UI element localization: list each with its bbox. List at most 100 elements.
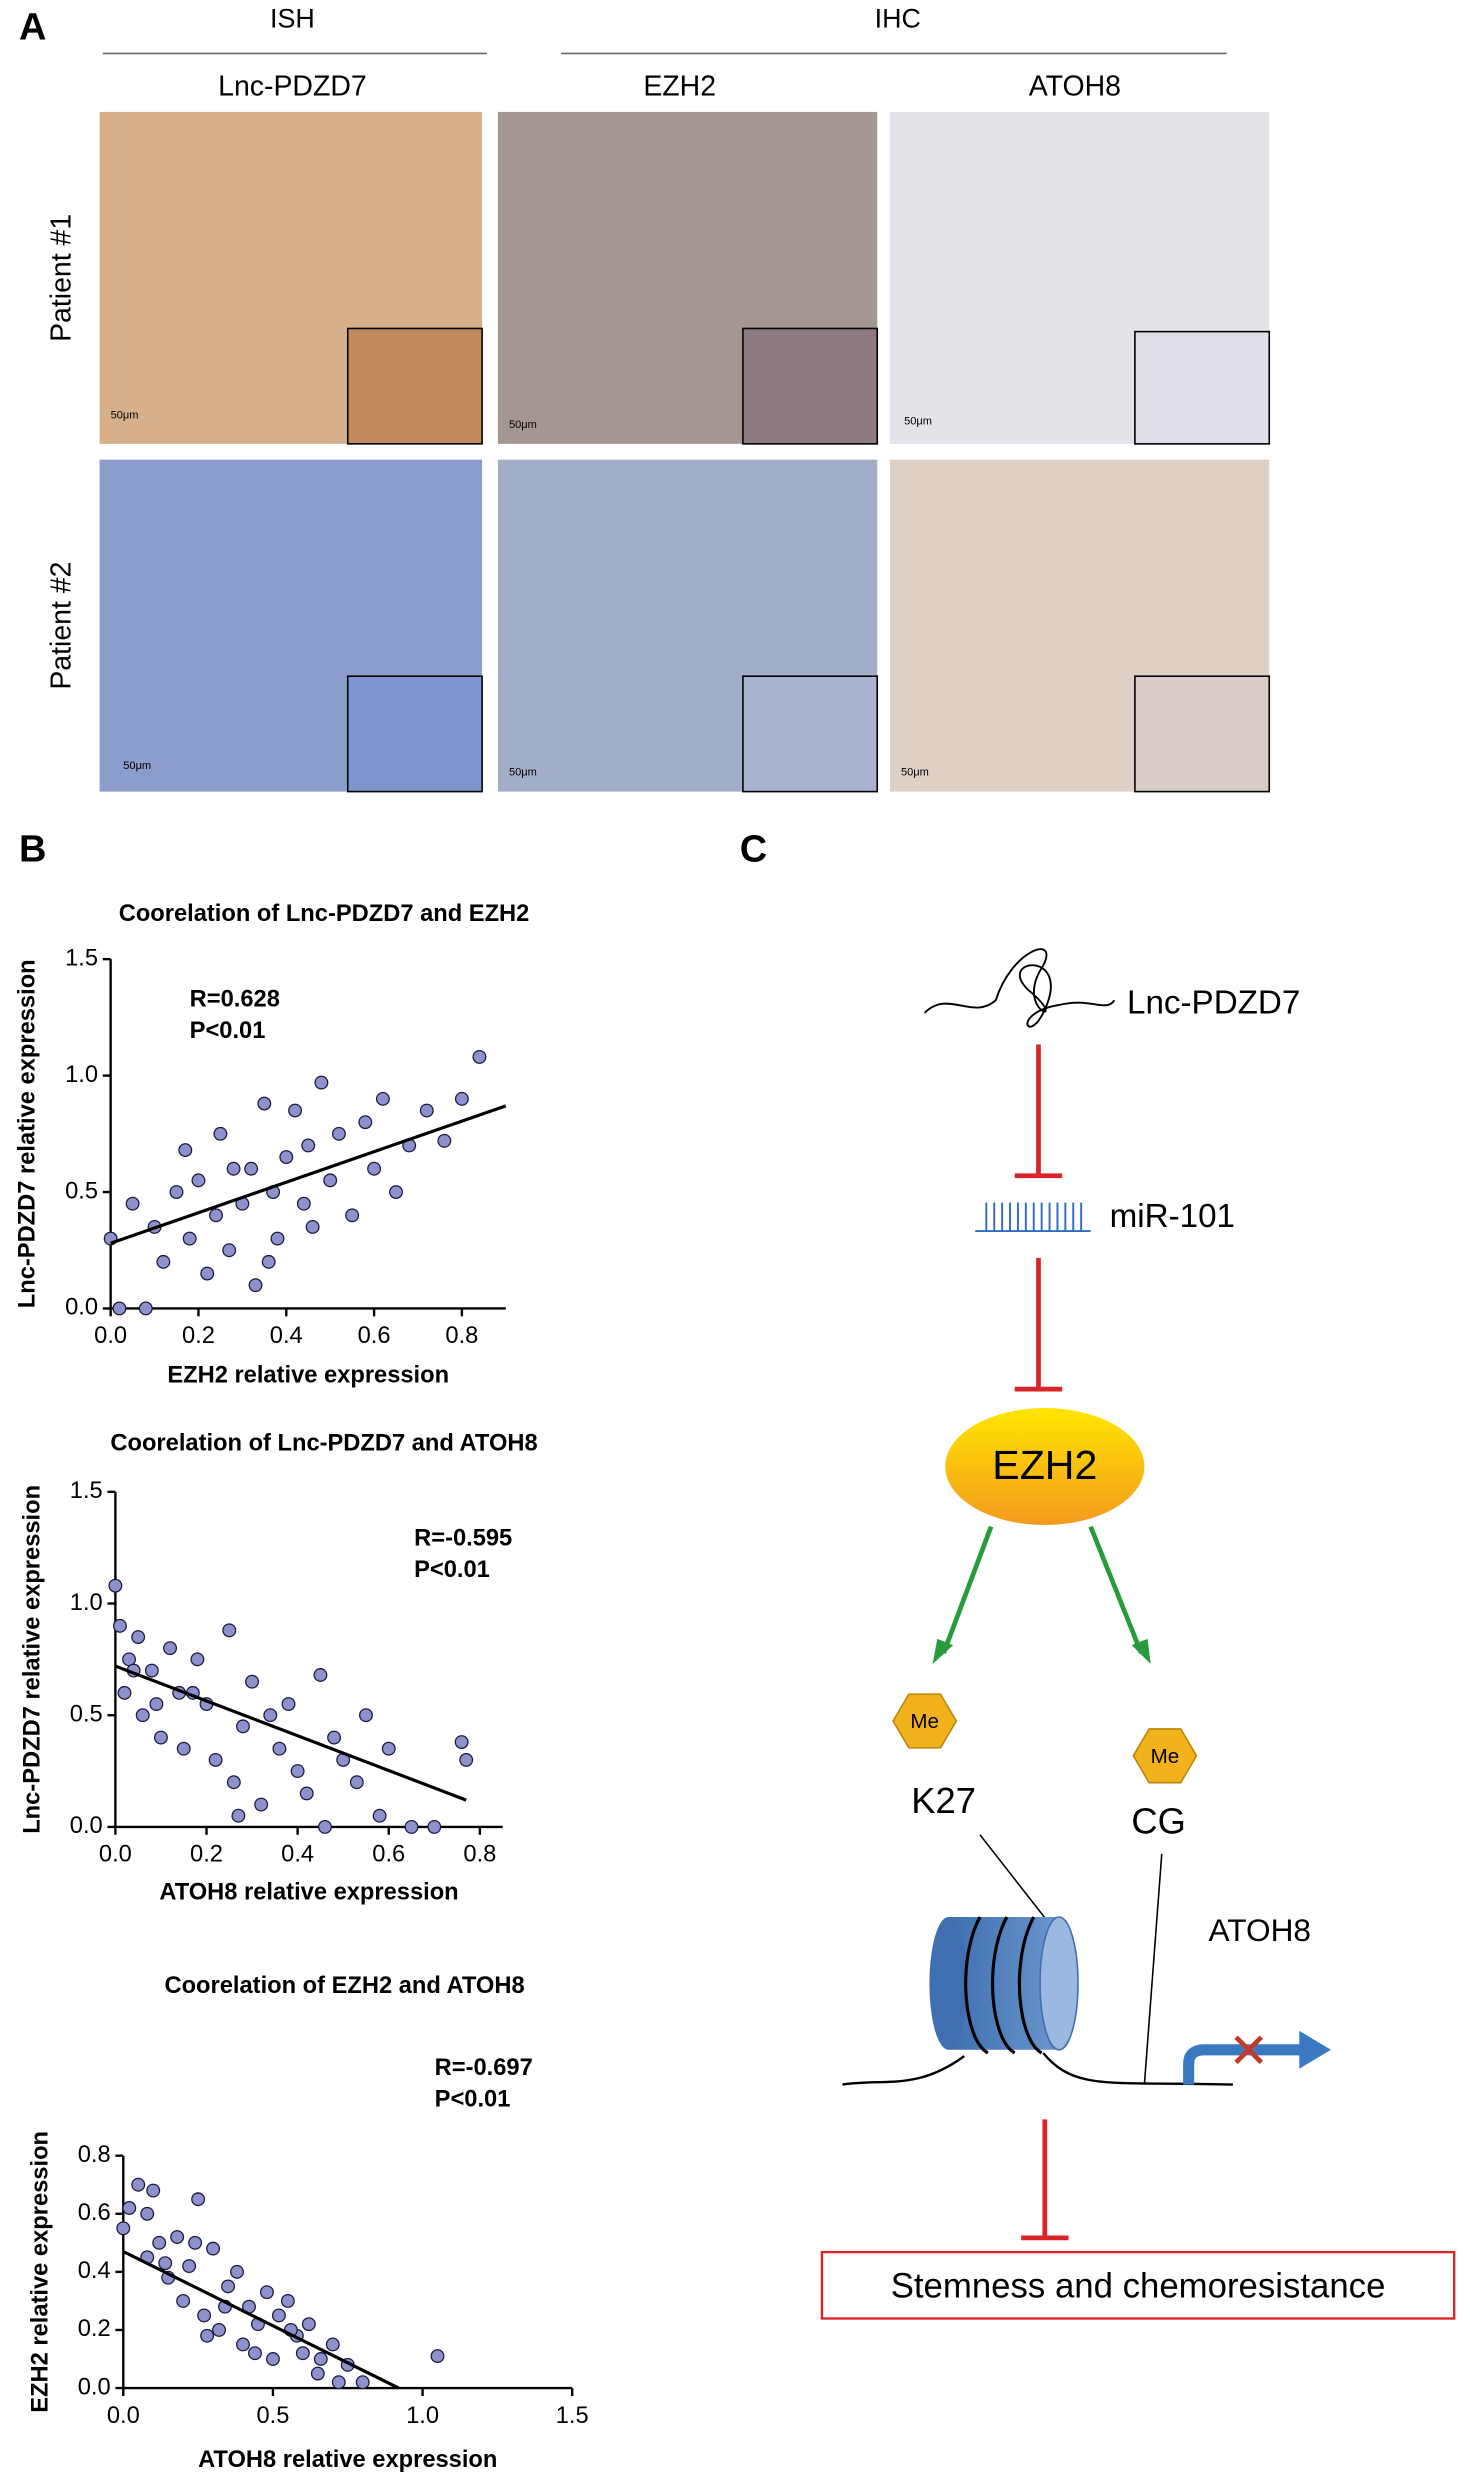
x-axis-label: ATOH8 relative expression: [198, 2447, 497, 2473]
y-tick-label: 1.5: [70, 1478, 103, 1504]
trend-line: [122, 2250, 400, 2390]
data-point: [355, 2375, 370, 2390]
inset: [742, 327, 879, 445]
data-point: [454, 1735, 469, 1749]
data-point: [222, 1623, 237, 1638]
data-point: [131, 2177, 146, 2192]
lncrna-strand: [924, 948, 1116, 1028]
data-point: [288, 1103, 303, 1118]
y-tick-label: 0.5: [70, 1701, 103, 1727]
data-point: [332, 1126, 346, 1141]
annotation: P<0.01: [435, 2087, 511, 2113]
methyl-hexagon: [892, 1693, 958, 1749]
data-point: [226, 1161, 241, 1176]
data-point: [359, 1708, 373, 1723]
panel-label: C: [740, 829, 767, 871]
data-point: [331, 2375, 346, 2390]
scale-bar: 50μm: [901, 767, 929, 779]
outcome-box: [820, 2250, 1456, 2320]
inset: [346, 675, 483, 793]
x-tick-label: 1.5: [556, 2403, 589, 2429]
inset: [346, 327, 483, 445]
scale-bar: 50μm: [904, 416, 932, 428]
data-point: [254, 1797, 269, 1812]
data-point: [419, 1103, 434, 1118]
data-point: [131, 1630, 146, 1644]
trend-line: [110, 1104, 507, 1245]
data-point: [459, 1752, 474, 1767]
data-point: [430, 2349, 445, 2364]
mirna-comb: [975, 1202, 1091, 1232]
x-tick-label: 1.0: [406, 2403, 439, 2429]
data-point: [206, 2241, 221, 2256]
data-point: [163, 1641, 178, 1656]
data-point: [108, 1578, 123, 1593]
tether-line: [979, 1834, 1049, 1923]
data-point: [349, 1775, 364, 1790]
arrowhead: [1131, 1638, 1151, 1665]
data-point: [301, 2317, 316, 2332]
data-point: [279, 1150, 294, 1165]
annotation: R=-0.595: [414, 1526, 512, 1552]
column-label: EZH2: [643, 71, 716, 103]
data-point: [265, 2352, 280, 2366]
x-tick-label: 0.2: [190, 1842, 223, 1868]
data-point: [295, 2346, 310, 2361]
data-point: [437, 1133, 452, 1148]
nucleosome-face: [1039, 1916, 1079, 2051]
x-tick-label: 0.8: [463, 1842, 496, 1868]
data-point: [176, 1741, 191, 1756]
inset: [742, 675, 879, 793]
x-tick-label: 0.0: [94, 1323, 127, 1349]
pathway-diagram: [820, 948, 1456, 2320]
inset: [1134, 675, 1271, 793]
y-tick-label: 0.0: [65, 1295, 98, 1321]
arrowhead: [932, 1638, 954, 1665]
data-point: [158, 2256, 173, 2271]
data-point: [191, 1173, 206, 1188]
y-tick-label: 0.4: [78, 2258, 111, 2284]
data-point: [314, 1075, 329, 1090]
data-point: [327, 1730, 342, 1745]
scale-bar: 50μm: [111, 409, 139, 421]
block-mark: [1234, 2035, 1264, 2065]
data-point: [296, 1196, 311, 1211]
data-point: [197, 2308, 212, 2323]
data-point: [280, 2293, 295, 2308]
data-point: [149, 1697, 164, 1712]
data-point: [257, 1096, 272, 1111]
transcription-arrow: [1183, 2044, 1305, 2085]
scale-bar: 50μm: [509, 419, 537, 431]
methyl-label: Me: [1151, 1745, 1180, 1768]
mirna-label: miR-101: [1110, 1198, 1235, 1235]
data-point: [222, 1243, 237, 1258]
x-tick-label: 0.2: [182, 1323, 215, 1349]
data-point: [135, 1708, 150, 1723]
data-point: [281, 1697, 296, 1712]
y-tick-label: 0.0: [78, 2374, 111, 2400]
data-point: [226, 1775, 241, 1790]
data-point: [318, 1819, 332, 1834]
x-tick-label: 0.5: [256, 2403, 289, 2429]
data-point: [138, 1301, 153, 1316]
micrographs: [99, 111, 1271, 793]
annotation: P<0.01: [190, 1018, 266, 1044]
y-axis-label: Lnc-PDZD7 relative expression: [19, 1485, 45, 1834]
data-point: [152, 2235, 167, 2250]
data-point: [299, 1786, 314, 1801]
data-point: [112, 1618, 127, 1633]
data-point: [270, 1231, 285, 1246]
column-label: ATOH8: [1029, 71, 1121, 103]
data-point: [116, 2221, 131, 2236]
x-tick-label: 0.8: [445, 1323, 478, 1349]
chart-title: Coorelation of Lnc-PDZD7 and EZH2: [119, 901, 530, 927]
data-point: [169, 1185, 184, 1199]
data-point: [261, 1254, 276, 1269]
data-point: [200, 1266, 215, 1281]
cpg-label: CG: [1131, 1800, 1186, 1841]
y-tick-label: 0.6: [78, 2200, 111, 2226]
annotation: R=0.628: [190, 987, 280, 1013]
data-point: [200, 2328, 215, 2343]
methyl-label: Me: [910, 1710, 939, 1733]
data-point: [182, 1231, 197, 1246]
